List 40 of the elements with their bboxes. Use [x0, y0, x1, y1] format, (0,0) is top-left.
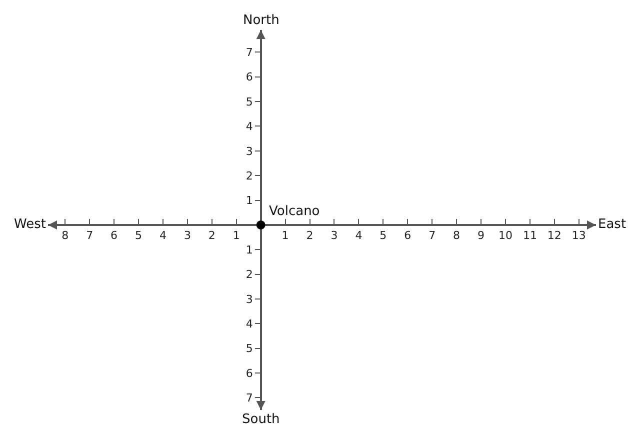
y-tick-label: 7 [246, 46, 253, 60]
y-tick-label: 1 [246, 243, 253, 256]
y-tick-label: 4 [246, 317, 253, 330]
y-tick-label: 1 [246, 194, 253, 208]
y-tick-label: 5 [246, 342, 253, 356]
x-tick-label: 2 [306, 228, 314, 242]
text: South [242, 412, 280, 427]
x-tick-label: 7 [86, 228, 94, 242]
x-tick-label: 2 [208, 228, 216, 242]
x-tick-label: 1 [232, 228, 240, 242]
y-tick-label: 3 [246, 292, 253, 306]
x-tick-label: 5 [380, 228, 387, 242]
y-tick-label: 6 [246, 70, 253, 84]
x-tick-label: 1 [282, 228, 289, 242]
x-tick-label: 7 [428, 228, 436, 242]
y-tick-label: 2 [246, 268, 253, 282]
y-tick-label: 3 [246, 144, 253, 158]
x-tick-label: 6 [110, 228, 118, 242]
annotation: Volcano [269, 204, 320, 219]
y-tick-label: 6 [246, 366, 253, 380]
y-tick-label: 5 [246, 95, 253, 108]
y-tick-label: 2 [246, 169, 253, 182]
x-tick-label: 4 [159, 228, 166, 242]
x-tick-label: 10 [498, 228, 512, 242]
x-tick-label: 12 [547, 228, 562, 242]
x-tick-label: 9 [478, 228, 485, 242]
text: North [243, 13, 280, 28]
x-tick-label: 3 [184, 228, 191, 242]
x-tick-label: 13 [572, 228, 586, 242]
y-tick-label: 7 [246, 392, 253, 405]
x-tick-label: 3 [330, 228, 338, 242]
x-tick-label: 5 [135, 228, 142, 242]
x-tick-label: 4 [355, 228, 362, 242]
x-tick-label: 11 [522, 228, 537, 242]
x-tick-label: 8 [62, 228, 69, 242]
x-tick-label: 8 [453, 228, 460, 242]
text: East [598, 217, 626, 232]
y-tick-label: 4 [246, 120, 253, 134]
x-tick-label: 6 [404, 228, 412, 242]
text: West [14, 217, 46, 232]
